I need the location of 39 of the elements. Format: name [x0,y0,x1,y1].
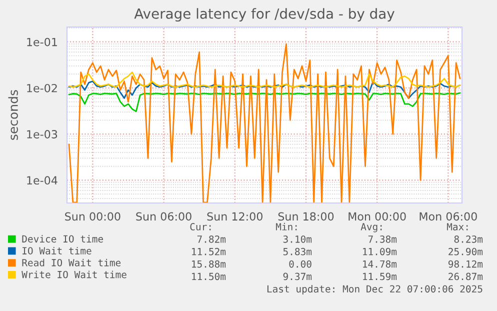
text: 7.38m [368,235,397,243]
line-series [68,71,461,88]
x-tick-label: Mon 00:00 [348,212,406,221]
text: 5.83m [283,248,312,256]
text: 15.88m [192,260,226,268]
y-tick-label: 1e-03 [27,130,58,138]
y-axis-title: seconds [8,90,18,140]
text: 11.09m [363,248,397,256]
text: Min: [276,222,297,230]
legend-label: Device IO time [22,235,103,243]
x-tick-label: Sun 12:00 [207,212,262,221]
legend-label: Write IO Wait time [22,270,126,278]
text: 0.00 [289,260,312,268]
text: 11.50m [192,272,226,280]
text: Cur: [190,223,211,230]
text: 26.87m [448,272,483,280]
text: 11.52m [192,248,226,256]
chart-title: Average latency for /dev/sda - by day [134,8,394,22]
y-tick-label: 1e-04 [27,176,58,185]
text: 7.82m [197,235,226,243]
x-tick-label: Sun 06:00 [136,212,192,221]
text: 8.23m [454,235,483,243]
y-tick-label: 1e-02 [27,84,57,92]
line-series [68,92,461,112]
text: 98.12m [448,260,483,268]
legend-label: Read IO Wait time [22,258,121,266]
x-tick-label: Mon 06:00 [420,212,477,221]
text: Avg: [360,223,382,232]
text: 9.37m [283,272,312,280]
x-tick-label: Sun 00:00 [65,212,120,221]
y-tick-label: 1e-01 [27,38,57,46]
text: 14.78m [363,260,397,268]
text: Max: [446,223,468,230]
text: 25.90m [448,248,483,256]
legend-label: IO Wait time [22,246,92,254]
text: 11.59m [363,272,397,280]
x-tick-label: Sun 18:00 [278,212,334,221]
text: 3.10m [283,235,312,243]
text: Last update: Mon Dec 22 07:00:06 2025 [267,285,482,294]
